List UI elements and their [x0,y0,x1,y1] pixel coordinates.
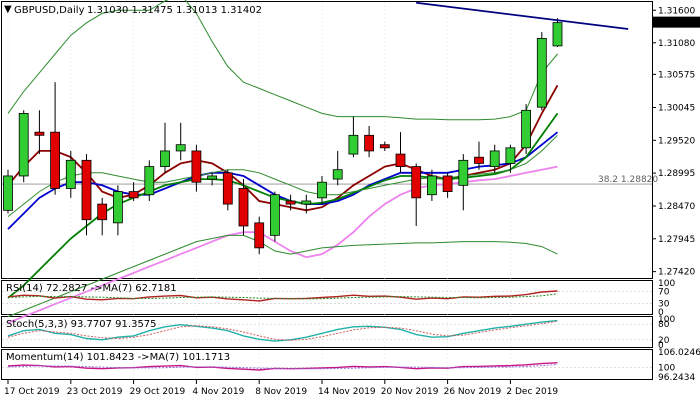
candle-bull [113,191,123,224]
last-price-tag: 1.31402 [653,16,700,29]
candle-bear [97,203,108,221]
trendline [416,1,629,30]
candle-bear [81,159,92,221]
price-axis: 1.31600 1.31080 1.30575 1.30045 1.29520 1.289… [652,6,695,278]
date-label: 4 Nov 2019 [192,387,244,397]
price-tick-label: 1.30575 [658,70,695,80]
candle-bull [489,150,500,167]
stoch-panel-frame [1,316,653,348]
candle-bull [348,134,359,155]
candle-bull [317,181,327,199]
candle-bear [50,131,60,189]
price-tick-label: 1.27945 [658,235,695,245]
indicator-tick-label: 20 [658,336,670,346]
candle-bear [128,191,139,199]
candle-bull [301,200,312,205]
candle-bull [207,175,218,180]
indicator-tick-label: 100 [658,363,675,373]
price-tick-label: 1.29520 [658,136,695,146]
candle-bear [379,144,390,149]
candle-bull [458,159,469,186]
indicator-tick-label: 100 [658,315,675,325]
indicator-tick-label: 0 [658,308,664,318]
date-label: 8 Nov 2019 [255,387,307,397]
date-label: 23 Oct 2019 [67,387,123,397]
candle-bear [364,134,375,152]
chart-header-symbol[interactable]: GBPUSD,Daily [14,5,85,16]
candle-bear [411,166,422,199]
candle-bear [474,156,484,164]
candle-bear [254,222,265,249]
chart-header-ohlc: 1.31030 1.31475 1.31013 1.31402 [87,5,262,16]
candle-bull [505,147,516,164]
indicator-tick-label: 80 [658,320,670,330]
candle-bull [269,194,280,236]
date-label: 14 Nov 2019 [318,387,376,397]
candle-bull [521,109,531,149]
candle-bear [238,188,249,227]
price-tick-label: 1.30045 [658,103,695,113]
rsi-panel-frame [1,280,653,315]
candle-bull [65,159,76,189]
price-tick-label: 1.28470 [658,202,695,212]
candle-bull [144,166,155,196]
candle-bull [175,144,186,152]
indicator-tick-label: 30 [658,299,670,309]
candle-bull [160,150,170,167]
last-price-label: 1.31402 [657,19,694,29]
date-axis: 17 Oct 2019 23 Oct 2019 29 Oct 2019 4 Nov 2… [4,380,558,397]
price-tick-label: 1.27420 [658,268,695,278]
price-tick-label: 1.31080 [658,39,695,49]
overlay-band-upper [7,0,558,121]
candle-bull [332,169,343,180]
candlesticks [3,18,563,255]
indicator-tick-label: 70 [658,288,670,298]
date-label: 29 Oct 2019 [130,387,186,397]
date-label: 2 Dec 2019 [506,387,558,397]
candle-bull [552,22,563,47]
indicator-tick-label: 0 [658,341,664,351]
chart-header-symbol-arrow: ▼ [4,4,12,15]
candle-bull [426,175,437,196]
indicator-tick-label: 96.2434 [658,373,695,383]
candle-bear [222,172,233,205]
candle-bear [285,200,296,205]
candle-bear [395,153,406,167]
rsi-label: RSI(14) 72.2827 ->MA(7) 62.7181 [6,283,177,294]
indicator-series-line [7,320,558,341]
candle-bear [442,175,453,192]
resistance-trendline [416,1,629,30]
price-tick-label: 1.28995 [658,169,695,179]
momentum-label: Momentum(14) 101.8423 ->MA(7) 101.1713 [6,352,230,363]
indicator-series-line [7,363,558,370]
candle-bull [3,175,13,211]
candle-bull [536,37,547,108]
indicator-series-line [7,319,558,342]
candle-bear [191,150,202,183]
indicator-tick-label: 106.0246 [658,348,700,358]
overlay-band-lower [7,234,558,318]
date-label: 20 Nov 2019 [381,387,439,397]
stoch-label: Stoch(5,3,3) 93.7707 91.3575 [6,319,157,330]
candle-bull [18,113,29,177]
fib-level-label: 38.2 1.28820 [598,175,658,185]
candle-bear [34,131,45,136]
price-tick-label: 1.31600 [658,6,695,16]
momentum-panel-frame [1,349,653,380]
date-label: 17 Oct 2019 [4,387,60,397]
date-label: 26 Nov 2019 [444,387,502,397]
indicator-tick-label: 100 [658,279,675,289]
indicator-series-line [7,293,558,300]
